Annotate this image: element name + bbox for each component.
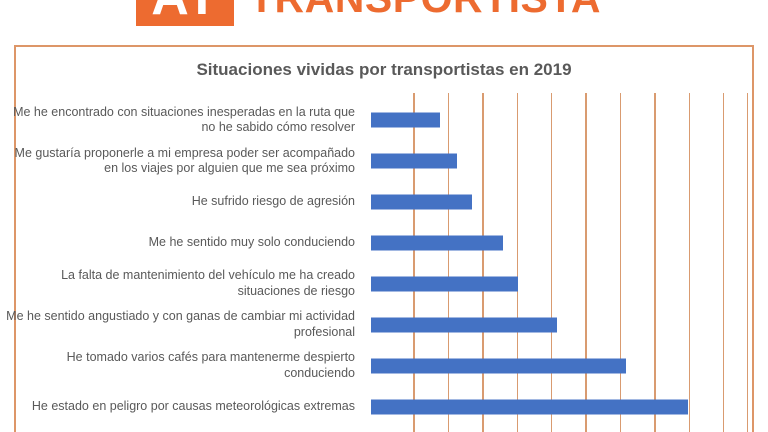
bar-cell xyxy=(371,223,740,264)
gridline xyxy=(447,93,450,432)
bar xyxy=(371,194,472,210)
bar-cell xyxy=(371,264,740,305)
bar-cell xyxy=(371,386,740,427)
bar xyxy=(371,235,503,251)
bar-cell xyxy=(371,100,740,141)
bar xyxy=(371,399,689,415)
bar-cell xyxy=(371,141,740,182)
gridline xyxy=(722,93,725,432)
category-label: La falta de mantenimiento del vehículo m… xyxy=(61,268,355,298)
brand-name: TRANSPORTISTA xyxy=(249,0,601,19)
plot-gridlines xyxy=(379,93,748,432)
gridline xyxy=(619,93,622,432)
gridline xyxy=(585,93,587,432)
brand-logo-letters: AT xyxy=(151,0,218,23)
gridline xyxy=(550,93,553,432)
gridline xyxy=(482,93,484,432)
category-label: Me he sentido muy solo conduciendo xyxy=(148,235,355,250)
gridline xyxy=(654,93,656,432)
bar xyxy=(371,276,518,292)
category-label: He sufrido riesgo de agresión xyxy=(191,194,355,209)
bar xyxy=(371,153,457,169)
category-label: Me he encontrado con situaciones inesper… xyxy=(13,104,355,135)
chart-row: Me he sentido angustiado y con ganas de … xyxy=(0,304,768,345)
category-label: Me gustaría proponerle a mi empresa pode… xyxy=(14,145,355,176)
bar-cell xyxy=(371,304,740,345)
chart-row: He estado en peligro por causas meteorol… xyxy=(0,386,768,427)
chart-title: Situaciones vividas por transportistas e… xyxy=(196,60,572,79)
bar-cell xyxy=(371,345,740,386)
category-label: Me he sentido angustiado y con ganas de … xyxy=(6,309,355,339)
bar xyxy=(371,112,440,128)
bar xyxy=(371,358,627,374)
chart-row: He sufrido riesgo de agresión xyxy=(0,182,768,223)
gridline xyxy=(516,93,519,432)
bar-cell xyxy=(371,182,740,223)
gridline xyxy=(413,93,415,432)
category-label: He tomado varios cafés para mantenerme d… xyxy=(66,350,355,380)
chart-row: Me gustaría proponerle a mi empresa pode… xyxy=(0,141,768,182)
chart-row: He tomado varios cafés para mantenerme d… xyxy=(0,345,768,386)
brand-logo: AT xyxy=(136,0,234,26)
chart-row: Me he sentido muy solo conduciendo xyxy=(0,223,768,264)
chart-row: Me he encontrado con situaciones inesper… xyxy=(0,100,768,141)
chart-row: La falta de mantenimiento del vehículo m… xyxy=(0,264,768,305)
gridline xyxy=(688,93,691,432)
category-label: He estado en peligro por causas meteorol… xyxy=(31,398,355,413)
chart-rows: Me he encontrado con situaciones inesper… xyxy=(0,100,768,427)
bar xyxy=(371,317,558,333)
